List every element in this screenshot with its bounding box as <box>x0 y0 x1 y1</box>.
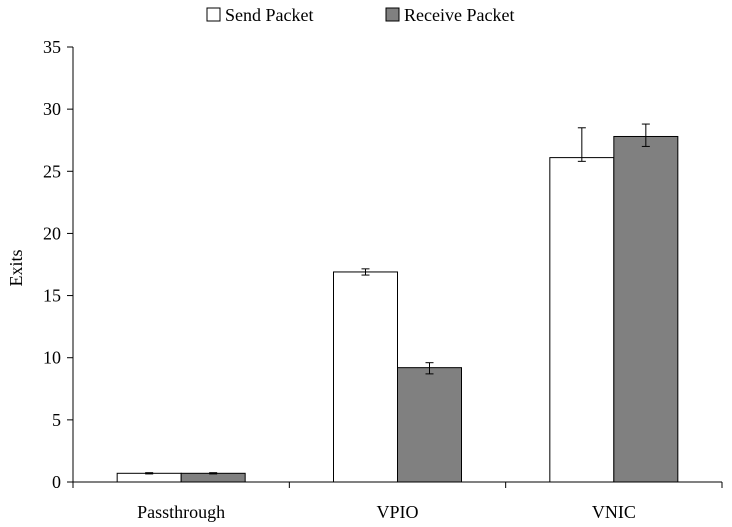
legend-item-1: Receive Packet <box>385 5 514 25</box>
legend-label-0: Send Packet <box>225 5 313 25</box>
error-bar-send-2 <box>577 127 586 162</box>
bar-send-1 <box>333 271 398 483</box>
legend-swatch-1 <box>385 7 400 22</box>
bar-receive-1 <box>397 367 462 483</box>
error-bar-receive-2 <box>641 123 650 147</box>
y-tick-label-4: 20 <box>43 223 61 243</box>
error-bar-send-1 <box>361 268 370 276</box>
y-tick-label-1: 5 <box>52 410 61 430</box>
legend-item-0: Send Packet <box>206 5 313 25</box>
y-tick-label-2: 10 <box>43 348 61 368</box>
y-tick-label-6: 30 <box>43 99 61 119</box>
bars <box>116 123 679 483</box>
y-tick-label-7: 35 <box>43 37 61 57</box>
y-tick-label-5: 25 <box>43 161 61 181</box>
y-tick-label-3: 15 <box>43 286 61 306</box>
bar-send-0 <box>116 472 182 483</box>
error-bar-send-0 <box>145 472 154 475</box>
x-tick-label-1: VPIO <box>376 502 418 522</box>
bar-send-2 <box>549 157 615 483</box>
x-tick-label-2: VNIC <box>592 502 636 522</box>
legend: Send Packet Receive Packet <box>206 5 514 25</box>
bar-receive-0 <box>180 472 246 483</box>
error-bar-receive-1 <box>425 362 434 375</box>
bar-receive-2 <box>613 135 679 483</box>
x-axis: Passthrough VPIO VNIC <box>72 481 723 522</box>
x-tick-label-0: Passthrough <box>137 502 225 522</box>
y-axis: 0 5 10 15 20 25 30 35 <box>43 37 74 492</box>
y-tick-label-0: 0 <box>52 472 61 492</box>
y-axis-label: Exits <box>6 249 26 286</box>
legend-label-1: Receive Packet <box>404 5 514 25</box>
error-bar-receive-0 <box>209 472 218 475</box>
legend-swatch-0 <box>206 7 221 22</box>
